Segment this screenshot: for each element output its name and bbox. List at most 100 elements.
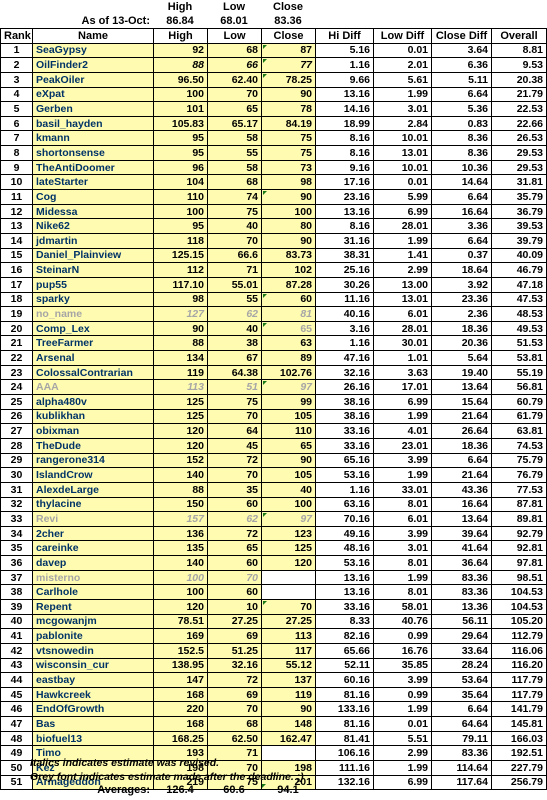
cell-low: 72 [207, 452, 262, 469]
column-header: Name [32, 28, 154, 44]
cell-rank: 48 [0, 730, 33, 747]
cell-low: 27.25 [207, 613, 262, 630]
cell-low: 70 [207, 232, 262, 249]
cell-high: 110 [153, 189, 208, 205]
cell-close: 198 [261, 760, 316, 776]
cell-name: eXpat [32, 86, 154, 103]
cell-close: 77 [261, 57, 316, 73]
cell-rank: 10 [0, 174, 33, 191]
cell-overall: 61.79 [491, 408, 547, 425]
cell-close: 137 [261, 672, 316, 688]
cell-high: 193 [153, 745, 208, 762]
cell-low: 74 [207, 189, 262, 205]
cell-high: 219 [153, 774, 208, 791]
cell-hi-diff: 106.16 [315, 745, 374, 762]
cell-name: OilFinder2 [32, 57, 154, 73]
cell-close-diff: 6.64 [431, 189, 492, 205]
cell-close-diff: 8.36 [431, 130, 492, 147]
cell-overall: 92.81 [491, 540, 547, 557]
cell-overall: 104.53 [491, 584, 547, 600]
cell-low: 68 [207, 42, 262, 59]
cell-rank: 40 [0, 613, 33, 630]
cell-overall: 145.81 [491, 716, 547, 732]
cell-low: 66 [207, 57, 262, 73]
cell-hi-diff: 65.66 [315, 642, 374, 659]
table-row: 24 AAA 113 51 97 26.16 17.01 13.64 56.81 [0, 379, 547, 396]
cell-rank: 20 [0, 320, 33, 337]
cell-low-diff: 30.01 [373, 335, 432, 352]
cell-low-diff: 3.01 [373, 101, 432, 117]
cell-overall: 46.79 [491, 262, 547, 278]
cell-name: biofuel13 [32, 730, 154, 747]
cell-rank: 44 [0, 672, 33, 688]
cell-hi-diff: 132.16 [315, 774, 374, 791]
cell-high: 120 [153, 423, 208, 439]
cell-hi-diff: 81.41 [315, 730, 374, 747]
cell-rank: 45 [0, 686, 33, 703]
cell-overall: 47.18 [491, 276, 547, 293]
cell-high: 90 [153, 320, 208, 337]
cell-hi-diff: 32.16 [315, 364, 374, 381]
cell-close-diff: 64.64 [431, 716, 492, 732]
as-of-header: High Low Close As of 13-Oct: 86.84 68.01… [0, 0, 400, 28]
cell-overall: 97.81 [491, 555, 547, 571]
as-of-high: 86.84 [166, 15, 194, 27]
cell-hi-diff: 40.16 [315, 306, 374, 322]
cell-close-diff: 15.64 [431, 394, 492, 410]
cell-rank: 17 [0, 276, 33, 293]
cell-high: 136 [153, 525, 208, 542]
column-header-row: Rank Name High Low Close Hi Diff Low Dif… [0, 28, 547, 44]
cell-rank: 6 [0, 115, 33, 132]
cell-hi-diff: 14.16 [315, 101, 374, 117]
column-header: Close Diff [431, 28, 492, 44]
cell-hi-diff: 1.16 [315, 481, 374, 498]
cell-high: 135 [153, 540, 208, 557]
cell-low-diff: 2.84 [373, 115, 432, 132]
cell-close: 60 [261, 291, 316, 308]
cell-overall: 227.79 [491, 760, 547, 776]
cell-close-diff: 33.64 [431, 642, 492, 659]
cell-close: 73 [261, 159, 316, 176]
cell-name: SteinarN [32, 262, 154, 278]
average-low: 60.6 [223, 784, 245, 796]
table-row: 38 Carlhole 100 60 13.16 8.01 83.36 104.53 [0, 584, 547, 600]
cell-hi-diff: 33.16 [315, 598, 374, 615]
table-row: 29 rangerone314 152 72 90 65.16 3.99 6.64 75.79 [0, 452, 547, 469]
cell-high: 152 [153, 452, 208, 469]
cell-close: 83.73 [261, 247, 316, 264]
cell-close: 90 [261, 452, 316, 469]
cell-close: 90 [261, 86, 316, 103]
cell-high: 134 [153, 350, 208, 366]
cell-overall: 53.81 [491, 350, 547, 366]
cell-overall: 112.79 [491, 628, 547, 644]
cell-overall: 116.20 [491, 657, 547, 674]
cell-rank: 33 [0, 511, 33, 527]
cell-overall: 29.53 [491, 145, 547, 161]
cell-high: 140 [153, 555, 208, 571]
cell-low: 70 [207, 701, 262, 718]
cell-name: SeaGypsy [32, 42, 154, 59]
cell-low: 64.38 [207, 364, 262, 381]
cell-high: 113 [153, 379, 208, 396]
table-row: 13 Nike62 95 40 80 8.16 28.01 3.36 39.53 [0, 218, 547, 234]
table-row: 39 Repent 120 10 70 33.16 58.01 13.36 104.53 [0, 598, 547, 615]
cell-high: 125.15 [153, 247, 208, 264]
cell-close-diff: 20.36 [431, 335, 492, 352]
cell-high: 100 [153, 584, 208, 600]
cell-high: 120 [153, 437, 208, 454]
cell-low-diff: 5.51 [373, 730, 432, 747]
cell-close-diff: 0.37 [431, 247, 492, 264]
cell-rank: 29 [0, 452, 33, 469]
cell-hi-diff: 3.16 [315, 320, 374, 337]
table-row: 23 ColossalContrarian 119 64.38 102.76 32.16 3… [0, 364, 547, 381]
cell-hi-diff: 1.16 [315, 335, 374, 352]
table-row: 35 careinke 135 65 125 48.16 3.01 41.64 92.81 [0, 540, 547, 557]
table-row: 25 alpha480v 125 75 99 38.16 6.99 15.64 60.79 [0, 394, 547, 410]
cell-close: 27.25 [261, 613, 316, 630]
cell-close: 113 [261, 628, 316, 644]
cell-close-diff: 6.64 [431, 452, 492, 469]
cell-rank: 21 [0, 335, 33, 352]
cell-close: 84.19 [261, 115, 316, 132]
column-header: Low [207, 28, 262, 44]
cell-overall: 39.79 [491, 232, 547, 249]
